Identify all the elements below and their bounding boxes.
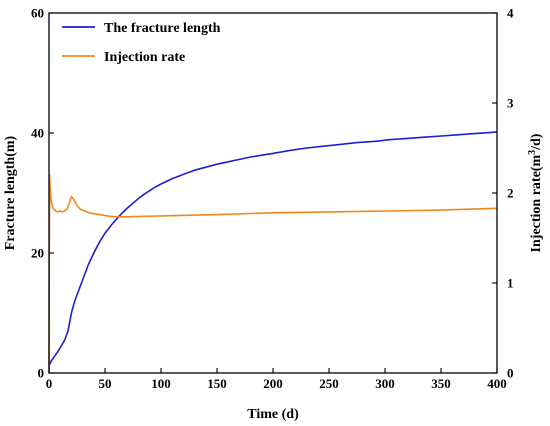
legend: The fracture length Injection rate	[62, 21, 221, 65]
y-tick-label: 20	[31, 246, 44, 261]
x-tick-label: 100	[151, 376, 171, 391]
series-line-fracture-length	[48, 131, 498, 367]
y2-tick-label: 2	[507, 186, 514, 201]
x-tick-label: 250	[319, 376, 339, 391]
y2-tick-label: 3	[507, 96, 514, 111]
y2-axis-label-prefix: Injection rate(m	[529, 155, 544, 253]
y-tick-label: 0	[38, 366, 45, 381]
y-axis-label: Fracture length(m)	[3, 135, 18, 250]
legend-label: The fracture length	[104, 21, 221, 36]
x-tick-label: 300	[375, 376, 395, 391]
x-tick-label: 350	[431, 376, 451, 391]
x-tick-label: 0	[46, 376, 53, 391]
y2-tick-label: 1	[507, 276, 514, 291]
x-tick-label: 200	[263, 376, 283, 391]
plot-area	[48, 131, 498, 374]
series-line-injection-rate	[48, 174, 498, 374]
x-tick-label: 150	[207, 376, 227, 391]
y2-tick-label: 0	[507, 366, 514, 381]
plot-frame	[48, 12, 498, 374]
y2-axis-label-suffix: /d)	[529, 133, 544, 151]
x-tick-label: 50	[99, 376, 112, 391]
y-tick-label: 60	[31, 6, 44, 21]
legend-label: Injection rate	[104, 50, 185, 65]
x-tick-label: 400	[487, 376, 507, 391]
y2-axis-label-sup: 3	[527, 150, 538, 155]
y2-tick-label: 4	[507, 6, 514, 21]
x-axis-label: Time (d)	[247, 407, 299, 422]
y-tick-label: 40	[31, 126, 44, 141]
y2-axis-label: Injection rate(m3/d)	[527, 133, 545, 252]
